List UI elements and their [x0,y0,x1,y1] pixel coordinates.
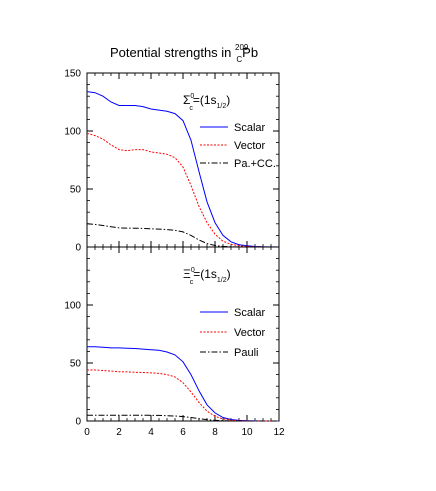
figure-title-mass-number: 209 [235,43,249,52]
series-line-vector [86,132,279,248]
top-species-symbol: Σ [183,93,190,107]
y-tick-label: 150 [64,69,81,80]
x-tick-label: 6 [180,427,186,438]
bottom-species-close: ) [227,267,231,281]
top-panel-species-label: Σ0 c=(1s1/2) [183,93,230,112]
series-line-scalar [86,91,280,248]
series-line-scalar [87,346,279,422]
figure-title: Potential strengths in 209 CPb [110,43,258,64]
y-tick-label: 0 [75,417,81,428]
x-tick-label: 10 [241,427,253,438]
y-tick-label: 50 [70,185,82,196]
series-line-vector [87,369,279,422]
bottom-species-subscript: c [190,279,194,286]
figure-title-subscript: C [236,55,242,64]
bottom-panel-series [87,346,279,422]
x-tick-label: 8 [212,427,218,438]
figure-title-prefix: Potential strengths in [110,45,235,60]
top-species-equals: =(1s [193,93,217,107]
y-tick-label: 50 [70,359,82,370]
bottom-panel-legend: Scalar Vector Pauli [200,307,266,359]
series-line-pauli [87,414,279,422]
x-tick-label: 2 [116,427,122,438]
top-panel-legend: Scalar Vector Pa.+CC. [200,122,276,170]
y-tick-label: 100 [64,301,81,312]
legend-label: Pauli [234,347,258,359]
bottom-species-equals: =(1s [193,267,217,281]
legend-label: Pa.+CC. [234,158,276,170]
x-tick-label: 0 [84,427,90,438]
bottom-species-superscript: 0 [191,267,195,274]
legend-label: Scalar [234,122,266,134]
x-tick-label: 12 [273,427,285,438]
bottom-panel-ticks: 0 50 100 0 2 4 6 8 10 12 [64,246,285,438]
bottom-panel-species-label: Ξ0 c=(1s1/2) [183,267,231,286]
legend-label: Vector [234,327,266,339]
bottom-species-state: 1/2 [217,277,227,284]
y-tick-label: 0 [75,243,81,254]
legend-label: Scalar [234,307,266,319]
top-species-close: ) [226,93,230,107]
y-tick-label: 100 [64,127,81,138]
x-tick-label: 4 [148,427,154,438]
legend-label: Vector [234,140,266,152]
bottom-species-symbol: Ξ [183,267,191,281]
top-species-subscript: c [189,105,193,112]
top-species-superscript: 0 [190,93,194,100]
top-species-state: 1/2 [217,103,227,110]
figure-title-element: Pb [242,45,258,60]
